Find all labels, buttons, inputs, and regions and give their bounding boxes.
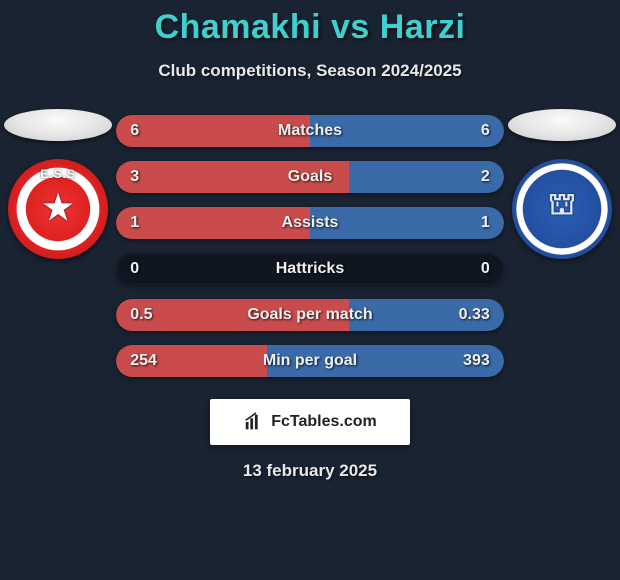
- stat-row: 0.50.33Goals per match: [116, 299, 504, 331]
- pedestal-ellipse-right: [508, 109, 616, 141]
- comparison-content: E.S.S 66Matches32Goals11Assists00Hattric…: [0, 109, 620, 377]
- stat-fill-right: [310, 115, 504, 147]
- stat-row: 32Goals: [116, 161, 504, 193]
- comparison-card: Chamakhi vs Harzi Club competitions, Sea…: [0, 0, 620, 580]
- stat-value-left: 6: [130, 115, 139, 147]
- date-text: 13 february 2025: [0, 461, 620, 481]
- stat-fill-right: [310, 207, 504, 239]
- stat-value-left: 1: [130, 207, 139, 239]
- stat-value-right: 2: [481, 161, 490, 193]
- stat-value-left: 0: [130, 253, 139, 285]
- pedestal-ellipse-left: [4, 109, 112, 141]
- stat-value-right: 393: [463, 345, 490, 377]
- stat-value-left: 3: [130, 161, 139, 193]
- club-badge-left-label: E.S.S: [8, 167, 108, 181]
- brand-chart-icon: [243, 411, 265, 433]
- stat-value-right: 1: [481, 207, 490, 239]
- stat-value-right: 0.33: [459, 299, 490, 331]
- subtitle: Club competitions, Season 2024/2025: [0, 61, 620, 81]
- stat-value-left: 254: [130, 345, 157, 377]
- stat-value-right: 6: [481, 115, 490, 147]
- club-badge-right: [512, 159, 612, 259]
- brand-badge: FcTables.com: [210, 399, 410, 445]
- stat-row: 254393Min per goal: [116, 345, 504, 377]
- brand-text: FcTables.com: [271, 413, 377, 431]
- stat-bars: 66Matches32Goals11Assists00Hattricks0.50…: [116, 109, 504, 377]
- club-badge-left: E.S.S: [8, 159, 108, 259]
- stat-label: Hattricks: [116, 253, 504, 285]
- stat-fill-left: [116, 115, 310, 147]
- stat-value-left: 0.5: [130, 299, 152, 331]
- stat-value-right: 0: [481, 253, 490, 285]
- stat-row: 11Assists: [116, 207, 504, 239]
- stat-row: 66Matches: [116, 115, 504, 147]
- stat-fill-left: [116, 207, 310, 239]
- stat-row: 0 0Hattricks: [116, 253, 504, 285]
- player-left-column: E.S.S: [0, 109, 116, 259]
- player-right-column: [504, 109, 620, 259]
- stat-fill-left: [116, 161, 349, 193]
- page-title: Chamakhi vs Harzi: [0, 8, 620, 47]
